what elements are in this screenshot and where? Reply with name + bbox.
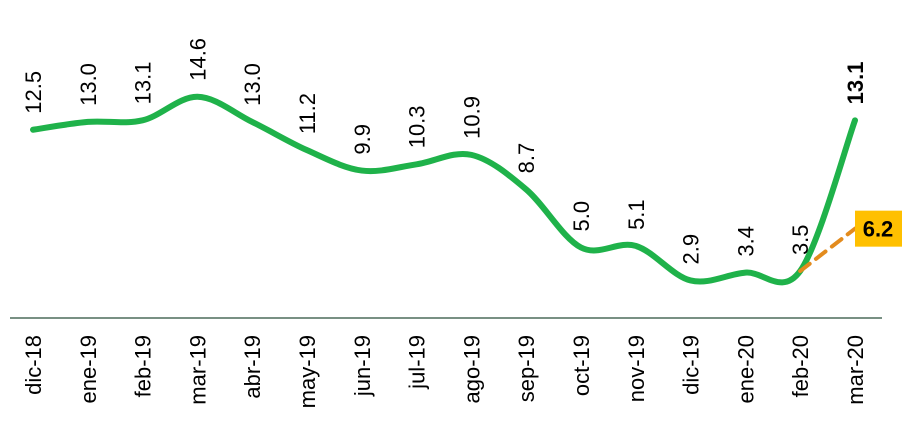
x-tick-label: abr-19 <box>240 335 265 399</box>
data-label: 13.1 <box>843 62 868 105</box>
x-tick-label: ene-19 <box>76 335 101 404</box>
data-label: 13.0 <box>240 63 265 106</box>
x-tick-label: feb-20 <box>788 335 813 397</box>
data-label: 10.3 <box>405 105 430 148</box>
data-label: 11.2 <box>295 93 320 134</box>
data-label: 3.4 <box>733 226 758 257</box>
x-tick-label: nov-19 <box>624 335 649 402</box>
x-tick-label: mar-20 <box>843 335 868 405</box>
x-tick-label: jul-19 <box>405 335 430 390</box>
data-label: 5.1 <box>624 199 649 230</box>
x-tick-label: ago-19 <box>459 335 484 404</box>
data-label: 13.0 <box>76 63 101 106</box>
x-tick-label: oct-19 <box>569 335 594 396</box>
line <box>798 226 857 274</box>
x-tick-label: dic-18 <box>21 335 46 395</box>
data-label: 14.6 <box>185 38 210 81</box>
data-label: 10.9 <box>459 96 484 139</box>
data-label: 9.9 <box>350 124 375 155</box>
x-tick-label: ene-20 <box>733 335 758 404</box>
data-label: 13.1 <box>131 62 156 105</box>
x-tick-label: sep-19 <box>514 335 539 402</box>
label-box <box>855 210 902 247</box>
data-label: 5.0 <box>569 201 594 232</box>
data-label: 6.2 <box>863 217 894 242</box>
x-tick-label: mar-19 <box>185 335 210 405</box>
data-label: 2.9 <box>679 234 704 265</box>
x-tick-label: dic-19 <box>679 335 704 395</box>
x-tick-label: jun-19 <box>350 335 375 397</box>
data-label: 8.7 <box>514 143 539 174</box>
data-label: 3.5 <box>788 224 813 255</box>
data-label: 12.5 <box>21 71 46 114</box>
line <box>30 93 858 286</box>
x-tick-label: may-19 <box>295 335 320 408</box>
x-tick-label: feb-19 <box>131 335 156 397</box>
